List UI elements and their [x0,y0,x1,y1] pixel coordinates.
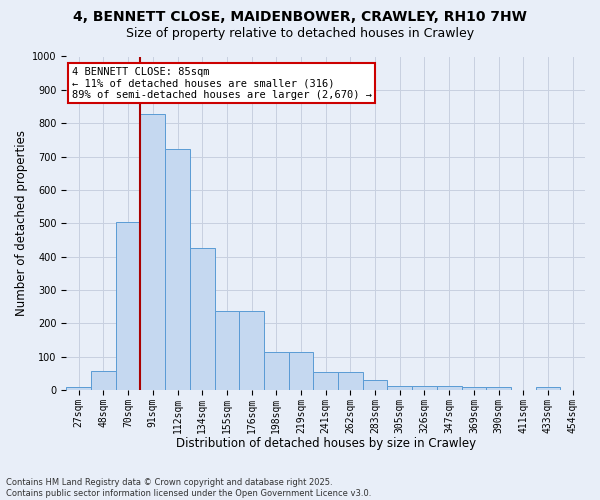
Bar [91,371,116,390]
X-axis label: Distribution of detached houses by size in Crawley: Distribution of detached houses by size … [176,437,476,450]
Y-axis label: Number of detached properties: Number of detached properties [15,130,28,316]
Bar [116,222,140,390]
Bar [437,386,461,390]
Bar [313,372,338,390]
Bar [67,388,91,390]
Bar [338,372,363,390]
Bar [264,352,289,390]
Text: 4, BENNETT CLOSE, MAIDENBOWER, CRAWLEY, RH10 7HW: 4, BENNETT CLOSE, MAIDENBOWER, CRAWLEY, … [73,10,527,24]
Bar [536,388,560,390]
Bar [190,248,215,390]
Bar [289,352,313,390]
Bar [486,388,511,390]
Text: Size of property relative to detached houses in Crawley: Size of property relative to detached ho… [126,28,474,40]
Bar [363,380,388,390]
Bar [140,114,165,390]
Bar [165,149,190,390]
Bar [388,386,412,390]
Bar [412,386,437,390]
Bar [461,386,486,390]
Text: Contains HM Land Registry data © Crown copyright and database right 2025.
Contai: Contains HM Land Registry data © Crown c… [6,478,371,498]
Text: 4 BENNETT CLOSE: 85sqm
← 11% of detached houses are smaller (316)
89% of semi-de: 4 BENNETT CLOSE: 85sqm ← 11% of detached… [71,66,371,100]
Bar [239,310,264,390]
Bar [215,310,239,390]
